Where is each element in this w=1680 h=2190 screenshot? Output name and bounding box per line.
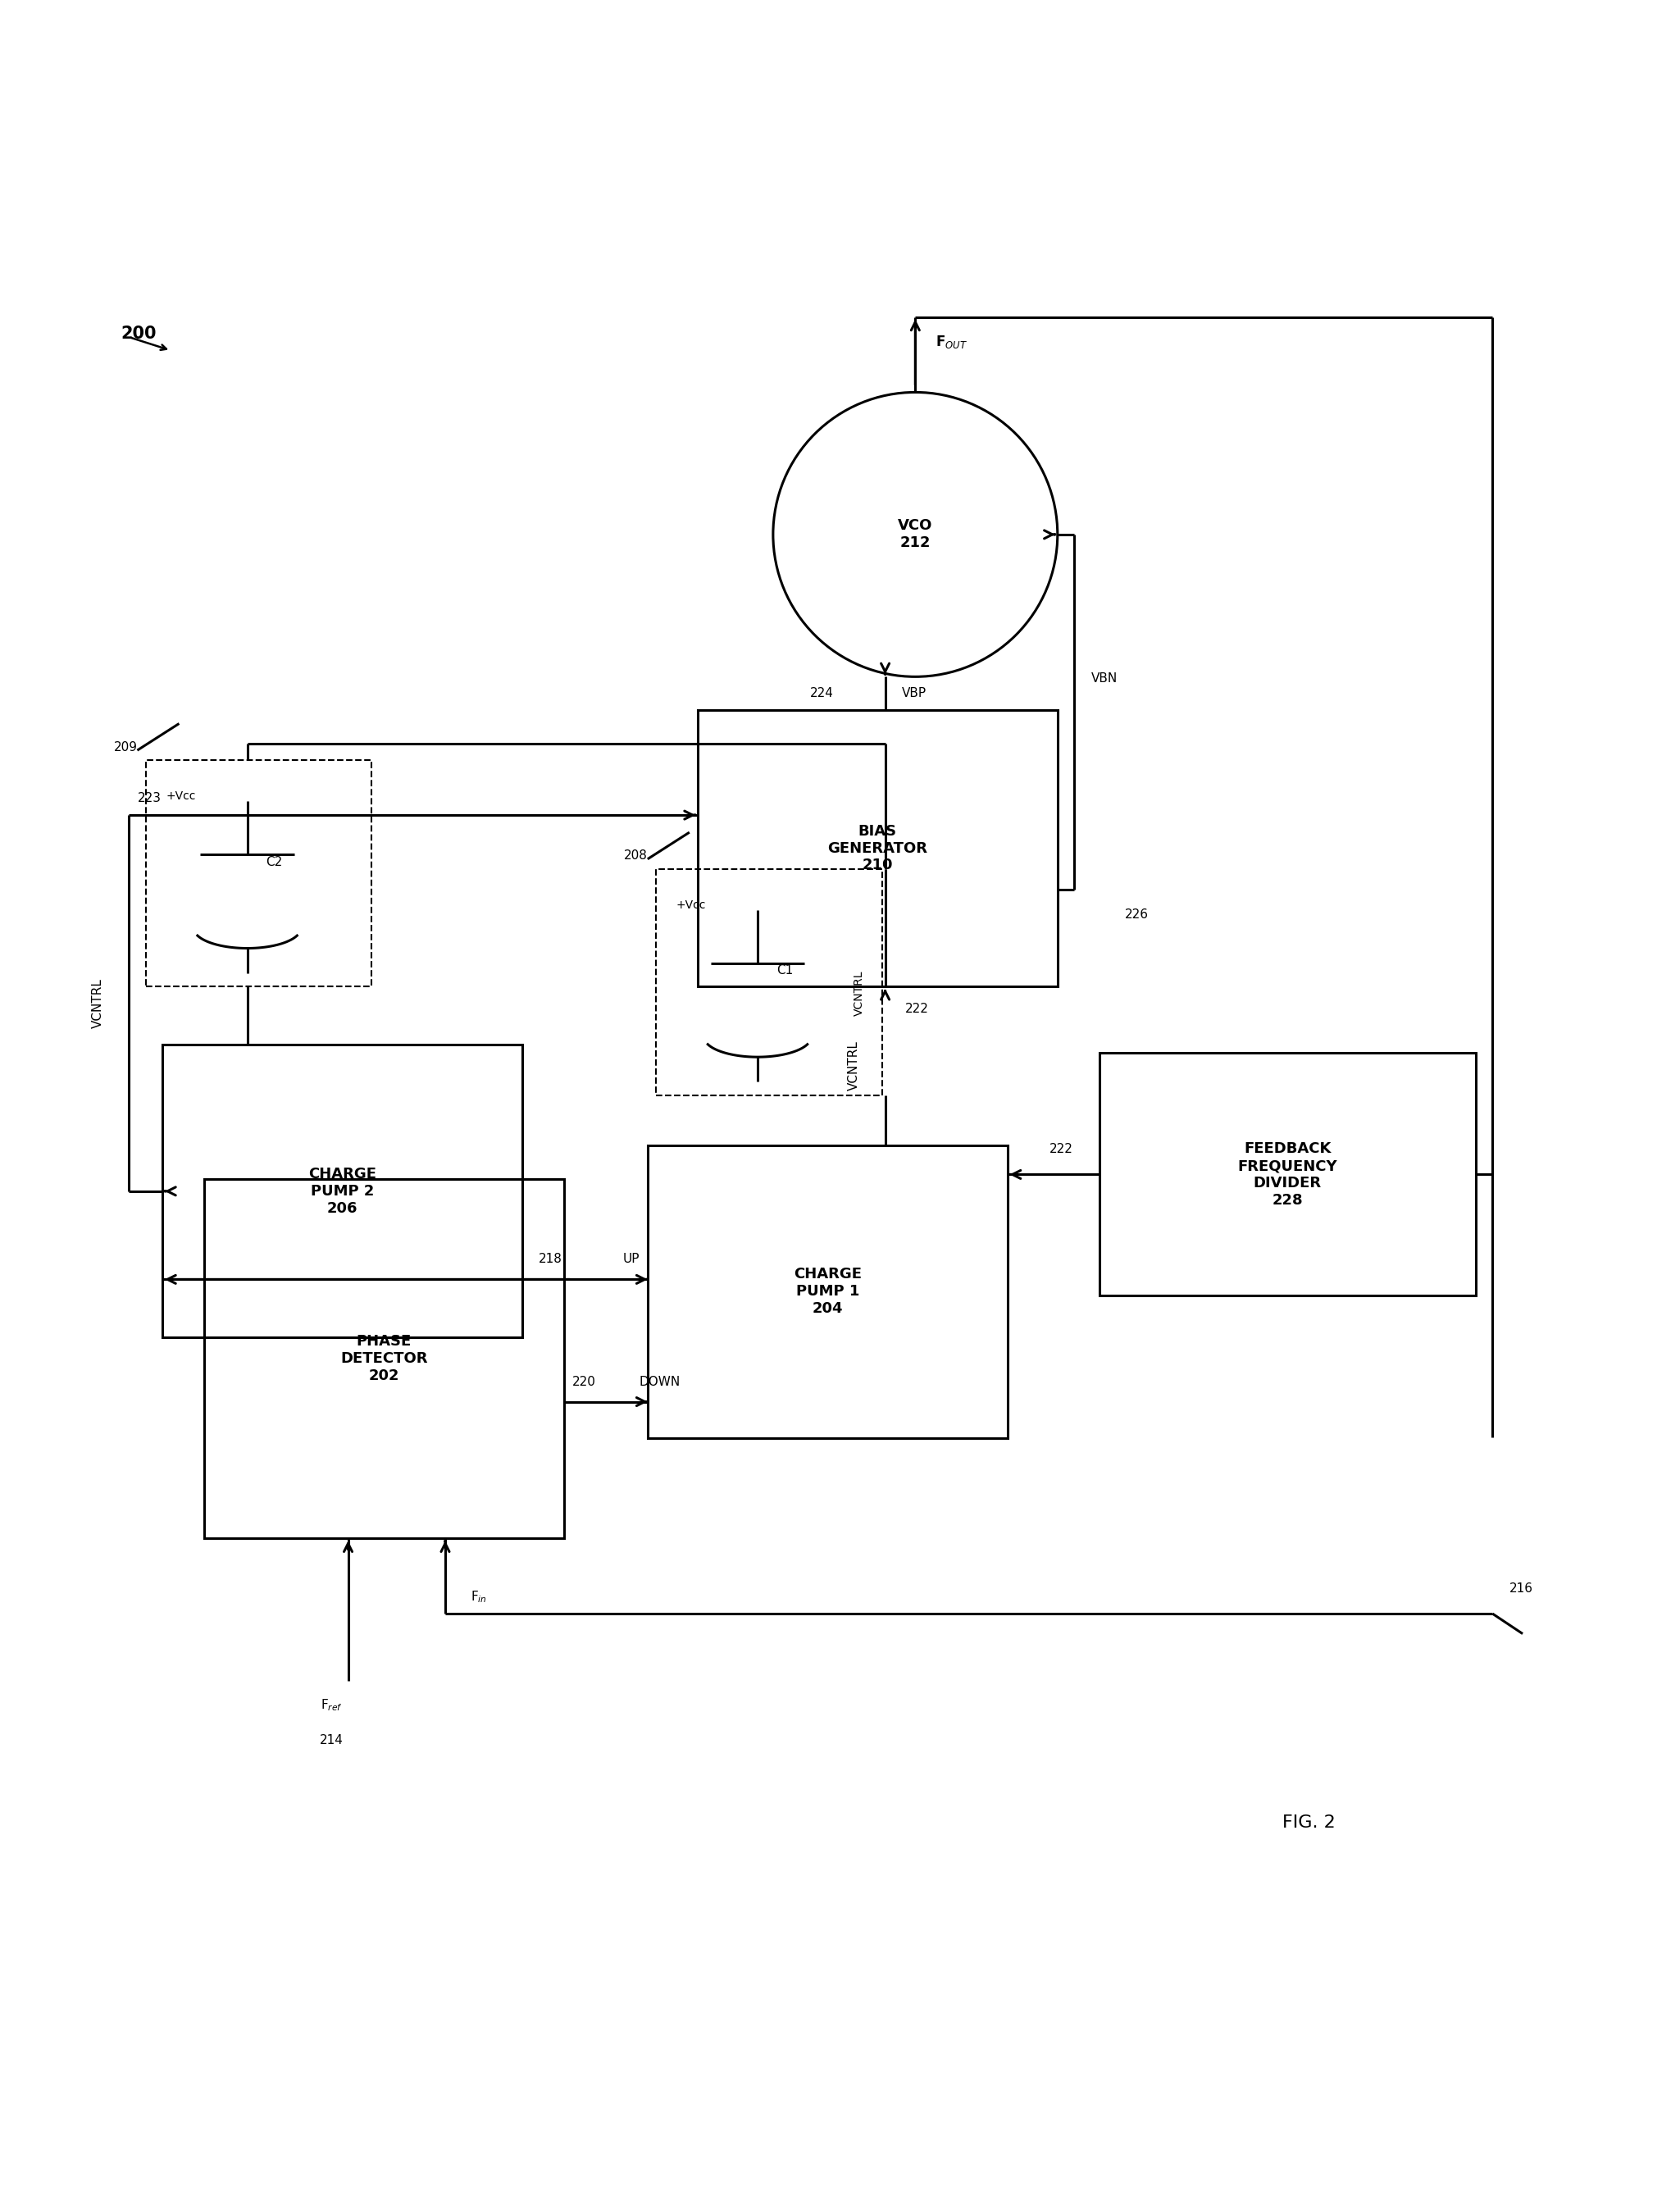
Text: 222: 222 <box>906 1003 929 1016</box>
Text: VCNTRL: VCNTRL <box>853 970 865 1016</box>
Text: 216: 216 <box>1509 1583 1534 1594</box>
Text: C2: C2 <box>265 856 282 867</box>
Text: F$_{in}$: F$_{in}$ <box>470 1590 487 1605</box>
Text: C1: C1 <box>776 964 793 977</box>
Text: 214: 214 <box>319 1734 343 1745</box>
Bar <box>697 710 1057 986</box>
Text: 224: 224 <box>810 688 833 699</box>
Text: 200: 200 <box>121 326 156 342</box>
Text: FIG. 2: FIG. 2 <box>1282 1816 1336 1831</box>
Bar <box>647 1145 1008 1439</box>
Bar <box>163 1045 522 1338</box>
Text: 218: 218 <box>539 1253 563 1266</box>
Text: FEEDBACK
FREQUENCY
DIVIDER
228: FEEDBACK FREQUENCY DIVIDER 228 <box>1238 1141 1337 1207</box>
Text: 222: 222 <box>1048 1143 1074 1156</box>
Text: +Vcc: +Vcc <box>166 791 195 802</box>
Text: VCNTRL: VCNTRL <box>91 979 104 1027</box>
Bar <box>655 869 882 1095</box>
Text: 208: 208 <box>623 850 647 863</box>
Text: DOWN: DOWN <box>638 1375 680 1388</box>
Bar <box>146 760 371 986</box>
Text: CHARGE
PUMP 2
206: CHARGE PUMP 2 206 <box>307 1167 376 1215</box>
Text: VCO
212: VCO 212 <box>897 519 932 550</box>
Text: 220: 220 <box>573 1375 596 1388</box>
Text: BIAS
GENERATOR
210: BIAS GENERATOR 210 <box>828 823 927 872</box>
Text: F$_{ref}$: F$_{ref}$ <box>321 1697 343 1713</box>
Text: CHARGE
PUMP 1
204: CHARGE PUMP 1 204 <box>793 1268 862 1316</box>
Bar <box>1099 1053 1475 1296</box>
Text: PHASE
DETECTOR
202: PHASE DETECTOR 202 <box>341 1334 428 1382</box>
Text: VBN: VBN <box>1090 672 1117 685</box>
Text: VCNTRL: VCNTRL <box>848 1040 860 1091</box>
Text: VBP: VBP <box>902 688 927 699</box>
Text: 226: 226 <box>1124 909 1147 920</box>
Text: F$_{OUT}$: F$_{OUT}$ <box>936 333 968 350</box>
Text: UP: UP <box>623 1253 640 1266</box>
Bar <box>205 1178 564 1537</box>
Text: 209: 209 <box>114 740 138 753</box>
Text: +Vcc: +Vcc <box>675 900 706 911</box>
Text: 223: 223 <box>138 793 161 804</box>
